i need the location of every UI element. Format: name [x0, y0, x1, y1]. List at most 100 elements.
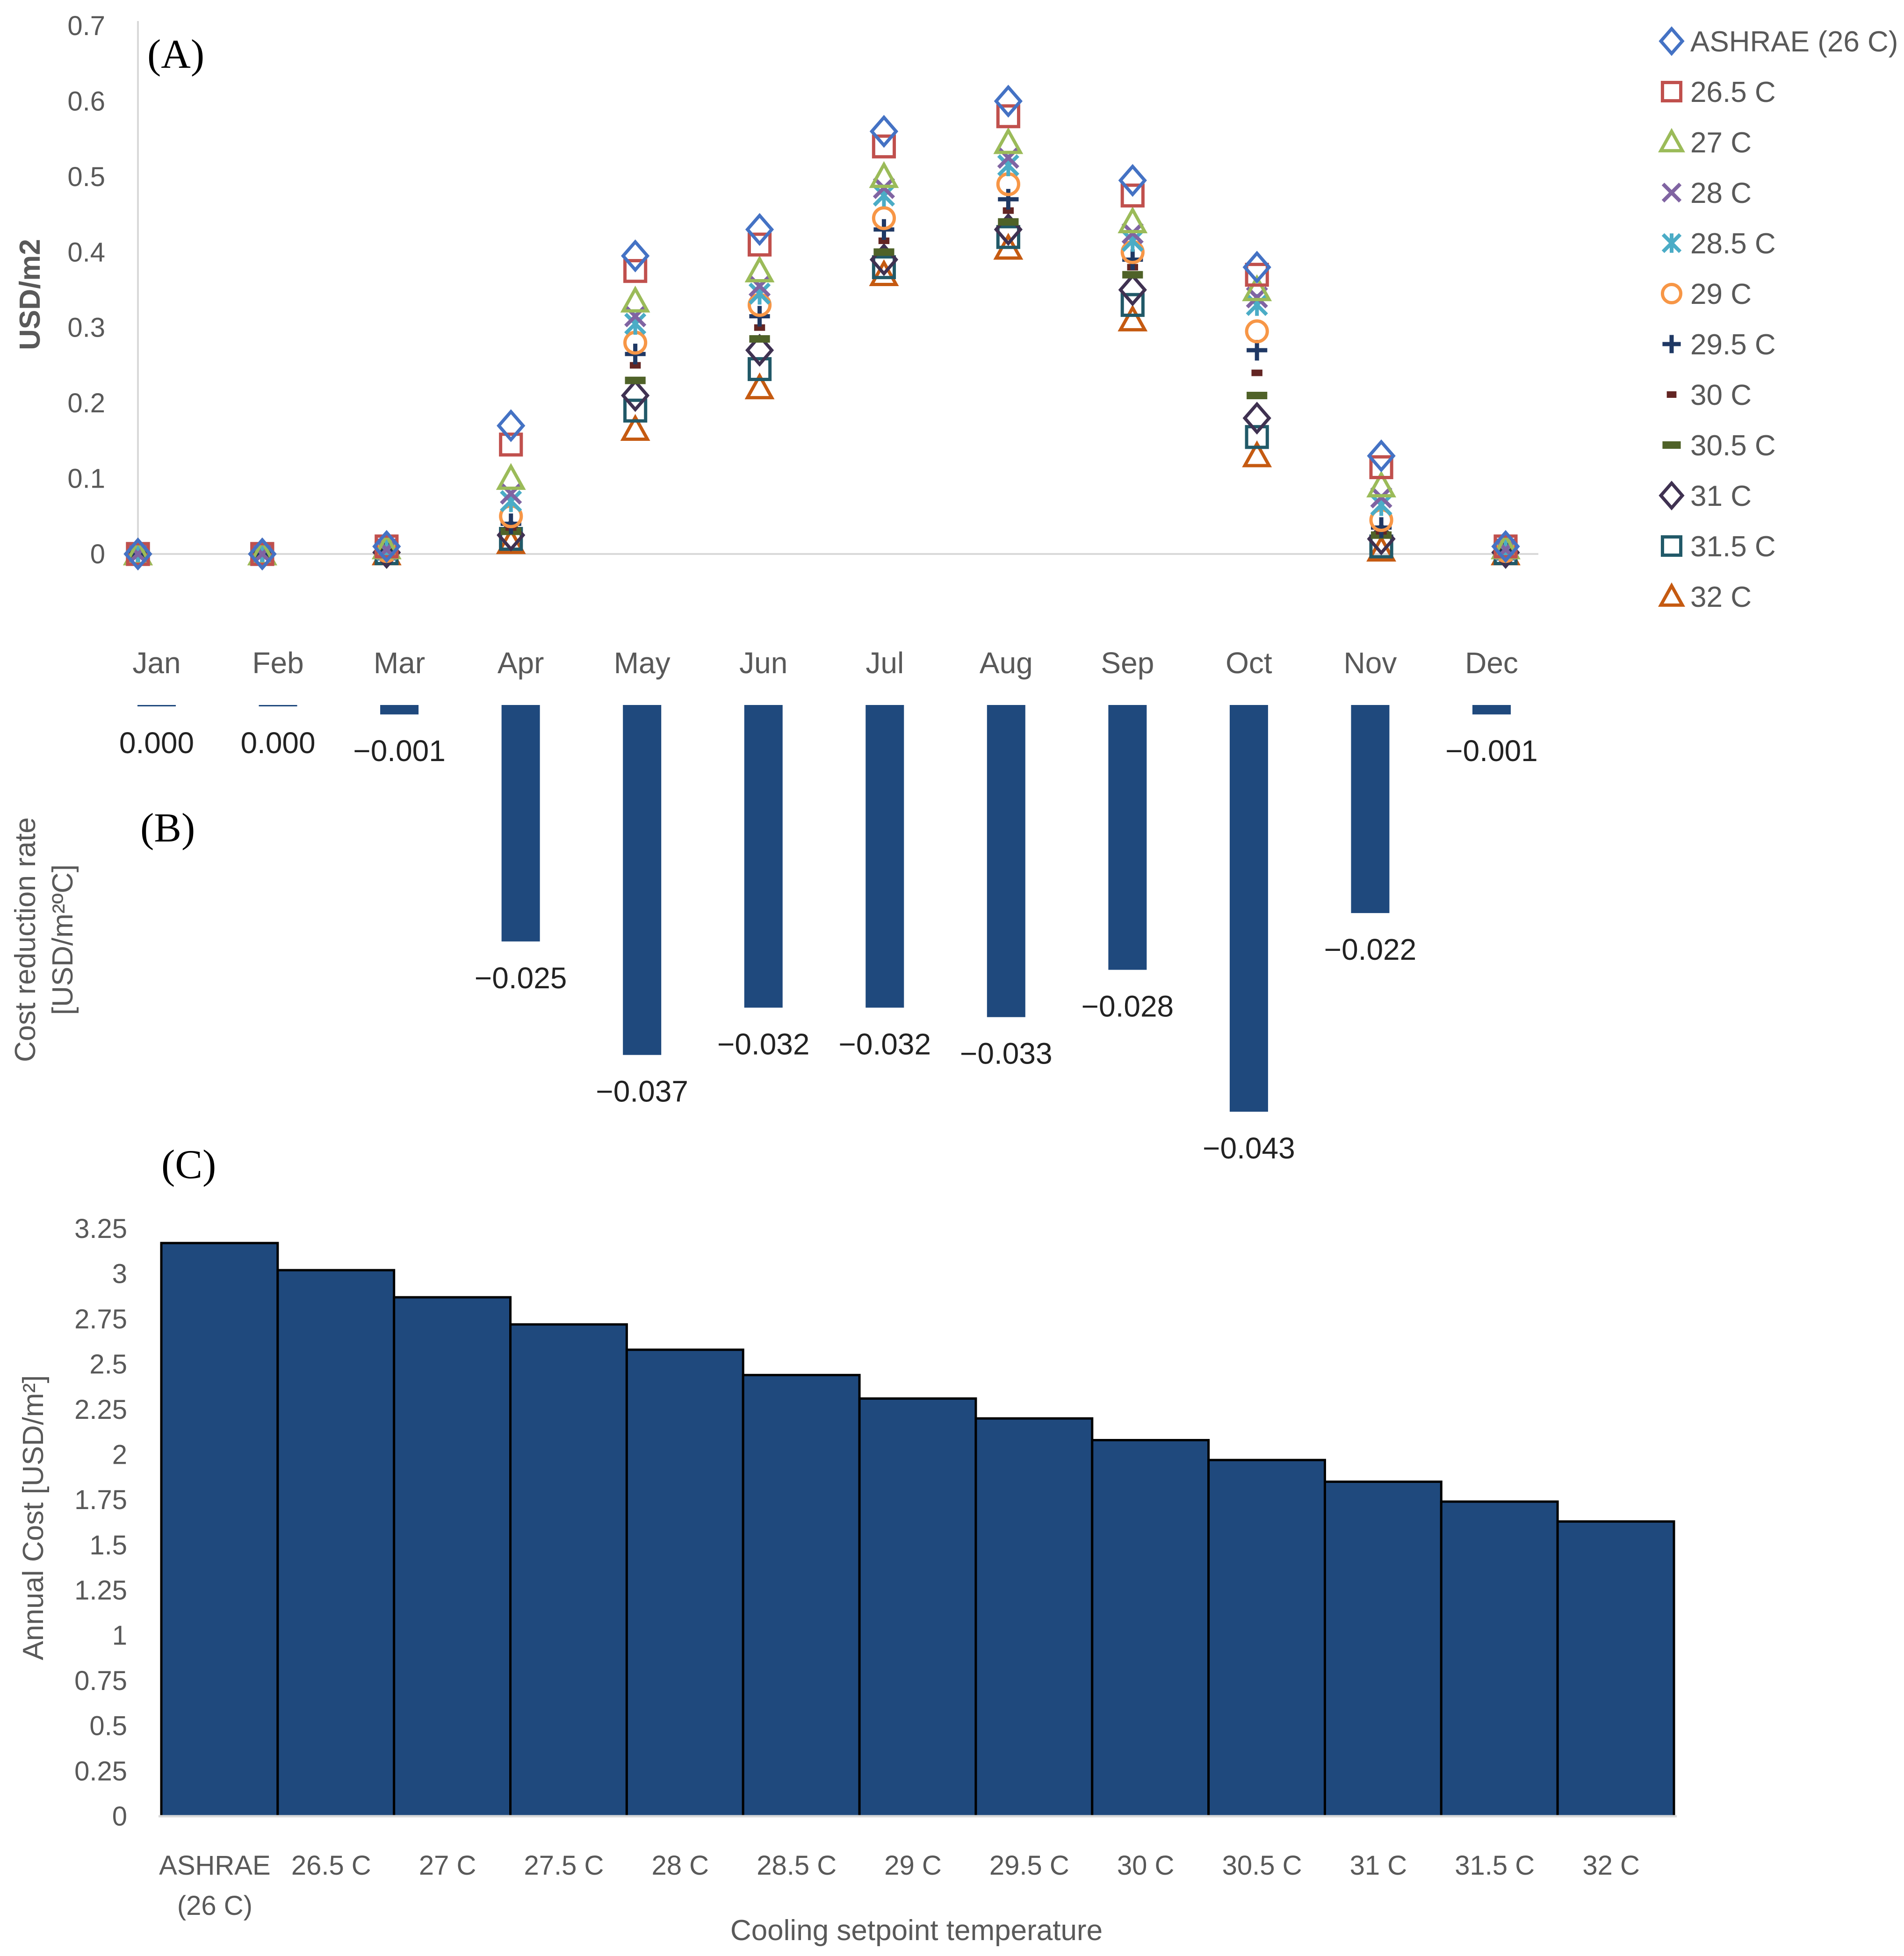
- legend-entry-32-c: 32 C: [1690, 581, 1752, 613]
- panel-c-x-tick-label: 29 C: [884, 1850, 942, 1881]
- legend-marker-31-c: [1659, 481, 1685, 511]
- panel-b-y-axis-title-line-2: [USD/m²ºC]: [47, 864, 79, 1015]
- panel-b-month-label-apr: Apr: [498, 646, 544, 680]
- point-31-5-c-jun: [747, 357, 772, 381]
- panel-b-month-label-dec: Dec: [1465, 646, 1518, 680]
- panel-c-x-tick-label: 31 C: [1350, 1850, 1407, 1881]
- bar-may: [623, 705, 662, 1055]
- bar-feb: [259, 705, 297, 706]
- panel-b-month-label-jan: Jan: [132, 646, 180, 680]
- panel-a-scatter-chart: 0 0.1 0.2 0.3 0.4 0.5 0.6 0.7 USD/m2 (A) ASHRAE (2…: [14, 11, 1898, 613]
- panel-c-x-tick-label: ASHRAE: [159, 1850, 271, 1881]
- panel-c-x-tick-label: 32 C: [1582, 1850, 1640, 1881]
- panel-c-y-tick-label: 0: [112, 1801, 127, 1832]
- data-label-nov: −0.022: [1324, 933, 1417, 966]
- panel-c-y-tick-label: 2.75: [74, 1304, 127, 1334]
- panel-c-y-tick-label: 0.5: [89, 1711, 127, 1741]
- panel-c-y-tick-label: 2: [112, 1439, 127, 1470]
- panel-b-month-label-mar: Mar: [374, 646, 425, 680]
- series-30-5-c: [127, 218, 1516, 558]
- panel-c-x-tick-label: 27.5 C: [524, 1850, 604, 1881]
- bar-jan: [137, 705, 176, 706]
- data-label-feb: 0.000: [240, 726, 315, 760]
- series-ashrae-26-c: [123, 85, 1520, 571]
- legend-entry-28-5-c: 28.5 C: [1690, 228, 1776, 260]
- panel-c-y-tick-label: 1.25: [74, 1575, 127, 1606]
- bar-30-5-c: [1207, 1459, 1326, 1818]
- point-29-c-oct: [1245, 319, 1269, 344]
- bar-29-5-c: [974, 1417, 1094, 1818]
- point-31-c-jun: [745, 333, 774, 367]
- point-30-5-c-sep: [1122, 271, 1143, 279]
- point-26-5-c-apr: [499, 432, 523, 457]
- data-label-dec: −0.001: [1445, 734, 1538, 768]
- point-ashrae-26-c-mar: [372, 530, 401, 563]
- point-30-c-aug: [1002, 207, 1014, 214]
- panel-c-x-tick-label: 30.5 C: [1222, 1850, 1302, 1881]
- panel-a-y-tick-label: 0.5: [67, 162, 105, 192]
- legend-marker-29-c: [1660, 282, 1683, 305]
- point-26-5-c-nov: [1369, 455, 1393, 479]
- point-ashrae-26-c-dec: [1491, 530, 1520, 563]
- panel-b-month-label-nov: Nov: [1344, 646, 1397, 680]
- bar-jun: [744, 705, 783, 1008]
- panel-b-month-label-jun: Jun: [739, 646, 787, 680]
- point-30-5-c-jun: [749, 335, 770, 343]
- legend-entry-ashrae-26-c: ASHRAE (26 C): [1690, 26, 1898, 58]
- panel-c-y-axis-title: Annual Cost [USD/m²]: [17, 1375, 50, 1661]
- point-31-5-c-aug: [996, 225, 1020, 249]
- point-30-5-c-jul: [873, 248, 894, 256]
- point-27-c-sep: [1118, 206, 1148, 234]
- legend-marker-26-5-c: [1660, 80, 1683, 103]
- panel-b-month-label-oct: Oct: [1226, 646, 1272, 680]
- point-26-5-c-may: [623, 259, 648, 283]
- panel-c-y-tick-label: 3: [112, 1259, 127, 1289]
- panel-b-month-label-aug: Aug: [980, 646, 1033, 680]
- panel-c-y-tick-label: 1.5: [89, 1530, 127, 1560]
- bar-apr: [501, 705, 540, 942]
- panel-c-bar-chart: 0 0.25 0.5 0.75 1 1.25 1.5 1.75 2 2.25 2.5 2.75 3 3.2…: [17, 1142, 1677, 1947]
- legend-entry-30-c: 30 C: [1690, 379, 1752, 411]
- series-28-c: [127, 146, 1517, 565]
- point-29-c-jul: [872, 206, 896, 230]
- legend-marker-29-5-c: [1662, 335, 1681, 353]
- panel-b-month-label-feb: Feb: [252, 646, 303, 680]
- point-26-5-c-sep: [1120, 183, 1145, 208]
- point-31-c-oct: [1242, 402, 1271, 435]
- data-label-jan: 0.000: [119, 726, 194, 760]
- legend-marker-30-c: [1666, 391, 1677, 398]
- panel-c-y-tick-label: 1.75: [74, 1485, 127, 1515]
- point-31-c-may: [620, 379, 650, 412]
- point-30-c-may: [629, 362, 641, 369]
- bar-dec: [1472, 705, 1511, 715]
- panel-c-y-tick-label: 2.5: [89, 1349, 127, 1380]
- legend-marker-27-c: [1658, 128, 1685, 152]
- series-32-c: [123, 233, 1521, 566]
- panel-a-y-tick-label: 0: [90, 539, 105, 569]
- point-32-c-nov: [1366, 534, 1397, 562]
- point-32-c-sep: [1118, 304, 1148, 331]
- panel-b-month-label-may: May: [614, 646, 671, 680]
- point-27-c-jul: [869, 161, 899, 188]
- point-30-5-c-oct: [1247, 392, 1268, 399]
- point-ashrae-26-c-aug: [994, 85, 1023, 118]
- point-30-5-c-aug: [998, 218, 1019, 226]
- legend-entry-31-5-c: 31.5 C: [1690, 531, 1776, 563]
- legend-marker-28-5-c: [1661, 233, 1682, 253]
- point-30-c-oct: [1251, 369, 1262, 376]
- legend-entry-29-c: 29 C: [1690, 278, 1752, 310]
- point-32-c-jun: [744, 372, 775, 400]
- panel-c-y-tick-label: 2.25: [74, 1395, 127, 1425]
- bar-32-c: [1556, 1520, 1675, 1818]
- legend-entry-28-c: 28 C: [1690, 177, 1752, 209]
- panel-c-y-tick-label: 3.25: [74, 1214, 127, 1244]
- panel-c-label: (C): [161, 1142, 216, 1187]
- bar-nov: [1351, 705, 1390, 913]
- data-label-oct: −0.043: [1203, 1131, 1295, 1165]
- panel-b-label: (B): [140, 805, 195, 851]
- panel-a-y-tick-label: 0.6: [67, 86, 105, 116]
- bar-30-c: [1091, 1439, 1210, 1818]
- point-27-c-oct: [1242, 274, 1272, 302]
- panel-b-y-axis-title: Cost reduction rate [USD/m²ºC]: [9, 817, 79, 1062]
- legend-marker-31-5-c: [1660, 535, 1683, 557]
